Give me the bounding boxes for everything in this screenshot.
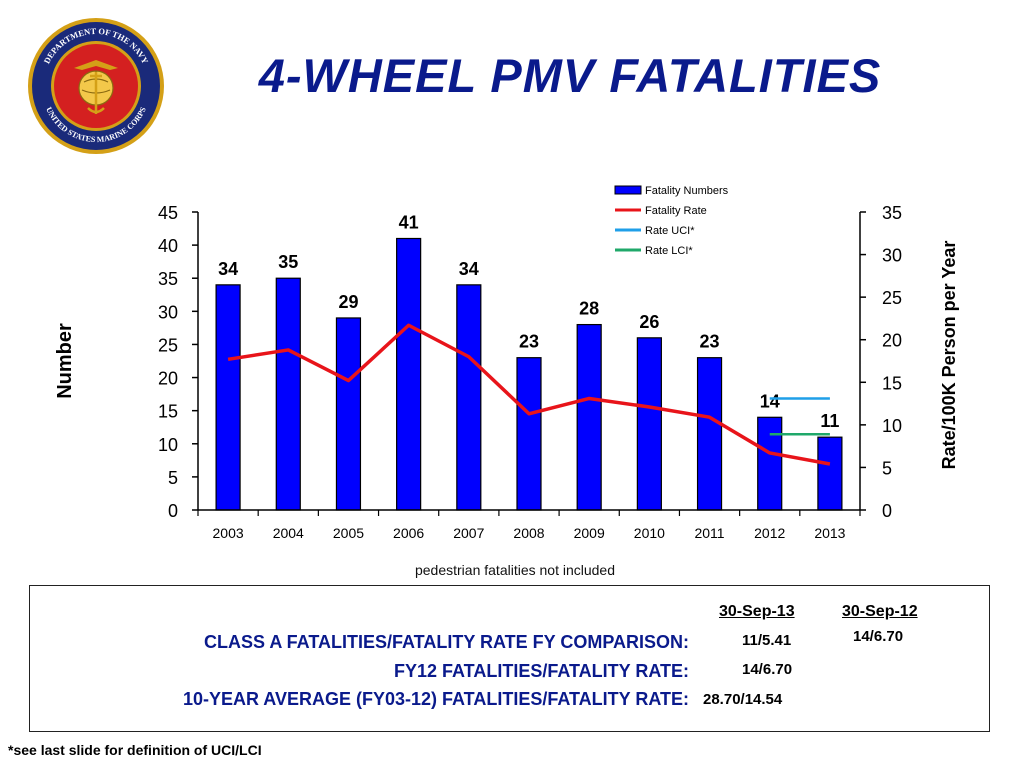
header-30-sep-12: 30-Sep-12 <box>842 603 918 620</box>
bar <box>516 357 542 511</box>
bar-data-label: 14 <box>760 391 780 411</box>
left-tick-label: 40 <box>158 236 178 256</box>
footnote: *see last slide for definition of UCI/LC… <box>8 742 262 758</box>
eagle-globe-anchor-icon <box>74 60 118 114</box>
value-class-a-fy13: 11/5.41 <box>742 632 792 649</box>
bar-data-label: 23 <box>700 332 720 352</box>
right-axis: 0 5 10 15 20 25 30 35 <box>859 203 902 521</box>
right-tick-label: 30 <box>882 246 902 266</box>
left-tick-label: 35 <box>158 269 178 289</box>
x-tick-label: 2003 <box>213 525 244 541</box>
row-label-class-a: CLASS A FATALITIES/FATALITY RATE FY COMP… <box>204 632 689 652</box>
legend-label: Rate UCI* <box>645 225 695 237</box>
bar-series: 34 35 29 41 34 23 28 26 23 14 11 <box>215 212 843 511</box>
bar <box>636 337 662 511</box>
comparison-box: 30-Sep-13 30-Sep-12 CLASS A FATALITIES/F… <box>29 585 990 732</box>
legend-label: Fatality Rate <box>645 205 707 217</box>
line-series <box>227 323 831 466</box>
bar <box>215 284 241 511</box>
right-tick-label: 25 <box>882 288 902 308</box>
right-tick-label: 35 <box>882 203 902 223</box>
value-10-year: 28.70/14.54 <box>703 691 783 708</box>
bar <box>456 284 482 511</box>
bar <box>275 277 301 511</box>
bar <box>396 237 422 511</box>
bar-data-label: 41 <box>399 212 419 232</box>
value-fy12: 14/6.70 <box>742 661 793 678</box>
left-tick-label: 30 <box>158 302 178 322</box>
fatalities-chart: 0 5 10 15 20 25 30 35 40 45 0 5 10 15 20 25 30 35 34 35 29… <box>54 185 959 541</box>
left-axis: 0 5 10 15 20 25 30 35 40 45 <box>158 203 199 521</box>
x-tick-label: 2004 <box>273 525 304 541</box>
x-axis: 2003 2004 2005 2006 2007 2008 2009 2010 2011 2012… <box>197 509 861 541</box>
y-axis-right-label: Rate/100K Person per Year <box>939 241 959 470</box>
bar-data-label: 11 <box>820 411 839 431</box>
bar <box>335 317 362 511</box>
y-axis-left-label: Number <box>54 323 76 399</box>
bar-data-label: 34 <box>459 259 479 279</box>
row-label-fy12: FY12 FATALITIES/FATALITY RATE: <box>393 661 689 681</box>
left-tick-label: 10 <box>158 435 178 455</box>
left-tick-label: 5 <box>168 468 178 488</box>
right-tick-label: 5 <box>882 458 892 478</box>
bar-data-label: 35 <box>278 252 298 272</box>
chart-legend: Fatality Numbers Fatality Rate Rate UCI* Ra… <box>614 185 729 257</box>
legend-label: Rate LCI* <box>645 245 693 257</box>
x-tick-label: 2011 <box>694 525 724 541</box>
left-tick-label: 15 <box>158 402 178 422</box>
bar <box>576 323 602 511</box>
x-tick-label: 2012 <box>754 525 785 541</box>
x-tick-label: 2009 <box>574 525 605 541</box>
bar-data-label: 23 <box>519 332 539 352</box>
bar-data-label: 29 <box>338 292 358 312</box>
legend-label: Fatality Numbers <box>645 185 729 197</box>
bar-data-label: 34 <box>218 259 238 279</box>
bar <box>757 416 783 511</box>
row-label-10-year: 10-YEAR AVERAGE (FY03-12) FATALITIES/FAT… <box>182 689 689 709</box>
x-tick-label: 2005 <box>333 525 364 541</box>
legend-bar-swatch <box>614 185 642 195</box>
right-tick-label: 0 <box>882 501 892 521</box>
right-tick-label: 20 <box>882 331 902 351</box>
marine-corps-seal: DEPARTMENT OF THE NAVY UNITED STATES MAR… <box>28 18 164 154</box>
left-tick-label: 25 <box>158 335 178 355</box>
right-tick-label: 10 <box>882 416 902 436</box>
left-tick-label: 0 <box>168 501 178 521</box>
left-tick-label: 45 <box>158 203 178 223</box>
x-tick-label: 2010 <box>634 525 665 541</box>
left-tick-label: 20 <box>158 369 178 389</box>
bar <box>696 357 723 511</box>
fatality-rate-line <box>227 323 831 466</box>
right-tick-label: 15 <box>882 373 902 393</box>
x-tick-label: 2007 <box>453 525 484 541</box>
chart-note: pedestrian fatalities not included <box>414 562 616 578</box>
bar <box>817 436 843 511</box>
x-tick-label: 2008 <box>513 525 544 541</box>
x-tick-label: 2013 <box>814 525 845 541</box>
header-30-sep-13: 30-Sep-13 <box>719 603 795 620</box>
x-tick-label: 2006 <box>393 525 424 541</box>
slide-title: 4-WHEEL PMV FATALITIES <box>258 49 882 102</box>
bar-data-label: 28 <box>579 299 599 319</box>
value-class-a-fy12: 14/6.70 <box>853 628 904 645</box>
bar-data-label: 26 <box>639 312 659 332</box>
